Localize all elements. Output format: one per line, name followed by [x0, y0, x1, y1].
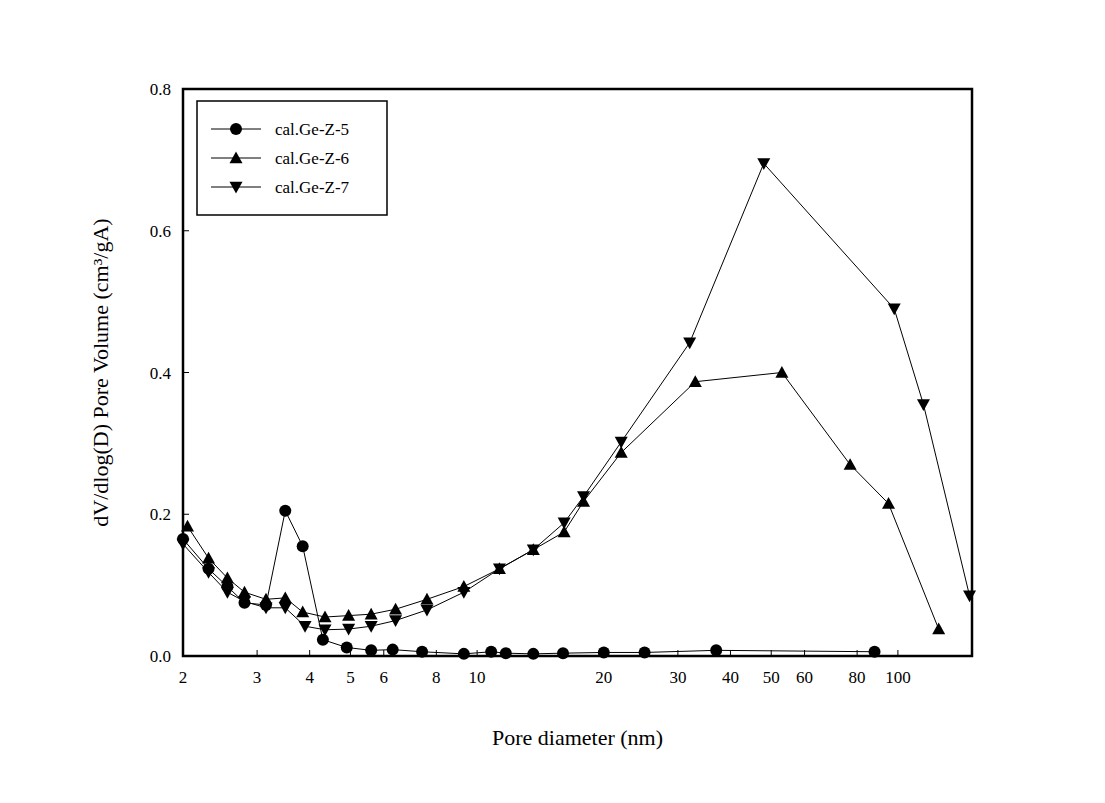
- point: [221, 572, 234, 584]
- x-tick-label: 80: [849, 668, 866, 687]
- y-tick-label: 0.6: [150, 222, 171, 241]
- x-tick-label: 2: [179, 668, 188, 687]
- point: [844, 458, 857, 470]
- x-tick-label: 4: [305, 668, 314, 687]
- point: [389, 603, 402, 615]
- point: [457, 587, 470, 599]
- background: [0, 0, 1105, 803]
- point: [221, 587, 234, 599]
- point: [917, 399, 930, 411]
- point: [615, 437, 628, 449]
- point: [297, 540, 309, 552]
- point: [689, 375, 702, 387]
- point: [279, 603, 292, 615]
- point: [318, 625, 331, 637]
- point: [365, 608, 378, 620]
- x-tick-label: 100: [885, 668, 911, 687]
- point: [389, 615, 402, 627]
- point: [387, 644, 399, 656]
- series-line: [183, 163, 970, 629]
- point: [493, 564, 506, 576]
- x-tick-label: 10: [469, 668, 486, 687]
- y-tick-label: 0.4: [150, 364, 172, 383]
- point: [365, 621, 378, 633]
- point: [342, 609, 355, 621]
- x-tick-label: 50: [763, 668, 780, 687]
- legend-label: cal.Ge-Z-7: [275, 178, 350, 197]
- legend: cal.Ge-Z-5 cal.Ge-Z-6 cal.Ge-Z-7: [197, 101, 387, 215]
- point: [238, 586, 251, 598]
- y-tick-label: 0.2: [150, 505, 171, 524]
- point: [260, 603, 273, 615]
- point: [420, 593, 433, 605]
- point: [342, 624, 355, 636]
- plot-frame: [183, 89, 972, 656]
- chart: 2 3 4 5 6 8 10 20 30 40 50 60 80 100 0.0 0.2 0.4 0.6 0.8 Po…: [0, 0, 1105, 803]
- point: [888, 304, 901, 316]
- legend-label: cal.Ge-Z-5: [275, 120, 349, 139]
- point: [317, 634, 329, 646]
- point: [683, 338, 696, 350]
- point: [527, 544, 540, 556]
- point: [775, 366, 788, 378]
- y-tick-label: 0.0: [150, 647, 171, 666]
- x-tick-label: 60: [796, 668, 813, 687]
- y-tick-label: 0.8: [150, 80, 171, 99]
- point: [202, 552, 215, 564]
- point: [710, 644, 722, 656]
- point: [458, 648, 470, 660]
- point: [882, 497, 895, 509]
- point: [365, 644, 377, 656]
- point: [420, 605, 433, 617]
- legend-marker: [230, 123, 242, 135]
- x-axis-label: Pore diameter (nm): [492, 725, 663, 750]
- point: [558, 518, 571, 530]
- series-line: [183, 511, 875, 654]
- point: [500, 647, 512, 659]
- point: [963, 591, 976, 603]
- legend-box: [197, 101, 387, 215]
- point: [238, 596, 251, 608]
- point: [757, 158, 770, 170]
- x-tick-label: 8: [432, 668, 441, 687]
- x-tick-label: 20: [595, 668, 612, 687]
- point: [527, 648, 539, 660]
- point: [279, 505, 291, 517]
- point: [577, 491, 590, 503]
- point: [279, 591, 292, 603]
- x-tick-label: 5: [346, 668, 355, 687]
- x-tick-label: 30: [669, 668, 686, 687]
- plot-data: [177, 158, 977, 660]
- legend-marker: [230, 182, 243, 194]
- y-axis-label: dV/dlog(D) Pore Volume (cm³/gA): [88, 218, 113, 526]
- x-tick-label: 40: [722, 668, 739, 687]
- x-tick-label: 6: [380, 668, 389, 687]
- point: [932, 623, 945, 635]
- x-tick-label: 3: [253, 668, 262, 687]
- point: [202, 567, 215, 579]
- legend-label: cal.Ge-Z-6: [275, 149, 349, 168]
- point: [318, 611, 331, 623]
- point: [296, 606, 309, 618]
- series-line: [188, 373, 939, 630]
- point: [341, 641, 353, 653]
- legend-marker: [230, 152, 243, 164]
- point: [299, 621, 312, 633]
- point: [557, 647, 569, 659]
